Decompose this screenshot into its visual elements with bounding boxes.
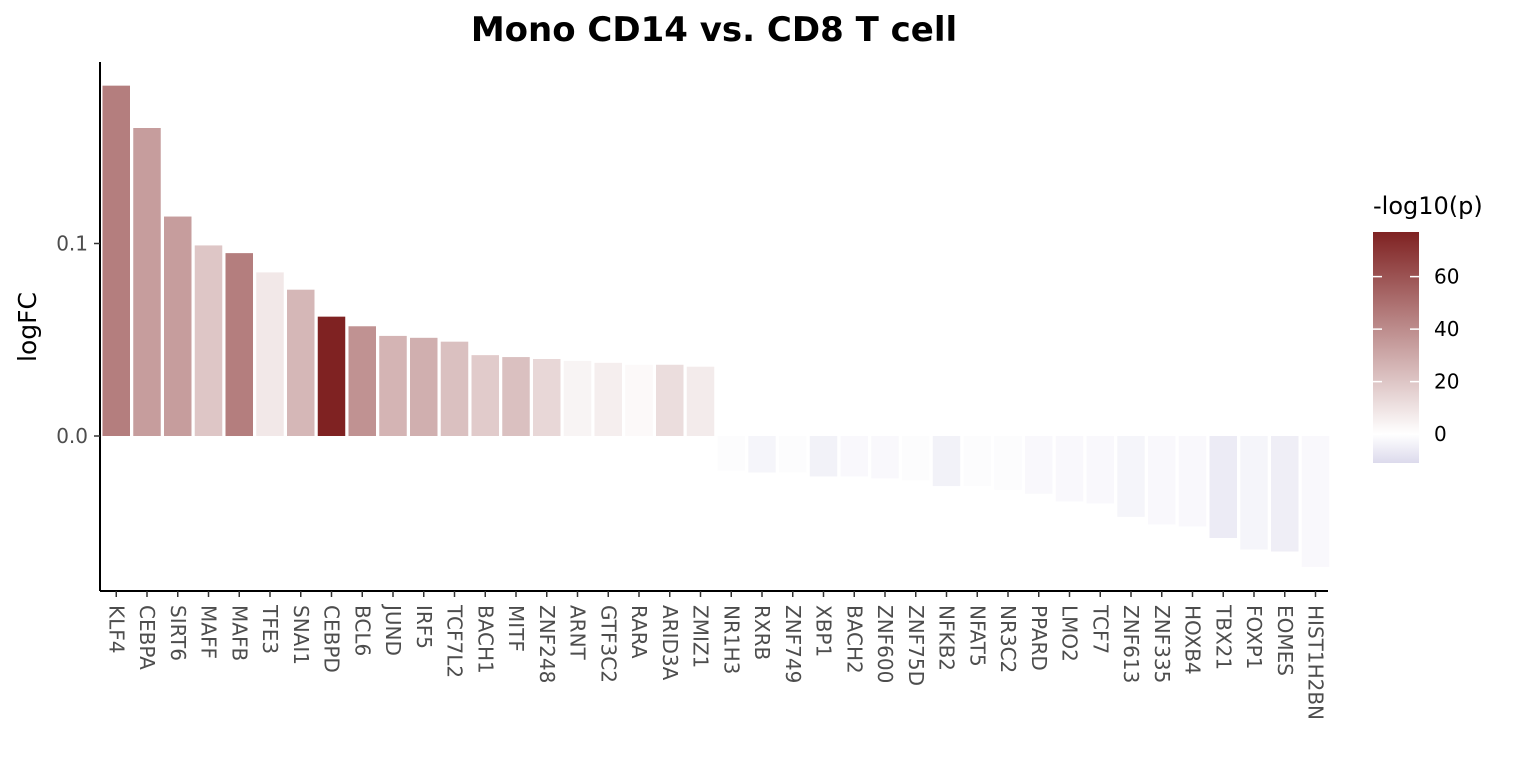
bar-xbp1 — [809, 436, 838, 477]
bar-znf749 — [779, 436, 807, 473]
x-tick-label: SIRT6 — [166, 605, 190, 661]
legend-tick-label: 60 — [1434, 265, 1459, 289]
bar-mafb — [225, 253, 253, 437]
color-legend: -log10(p) 0 20 40 60 — [1373, 192, 1483, 463]
bar-tcf7l2 — [440, 341, 469, 436]
legend-tick-label: 40 — [1434, 317, 1459, 341]
y-tick-label: 0.1 — [56, 232, 88, 256]
bar-irf5 — [410, 337, 438, 436]
x-tick-label: ZNF613 — [1119, 605, 1143, 683]
bar-arnt — [563, 360, 592, 436]
x-tick-label: HIST1H2BN — [1304, 605, 1328, 720]
bar-hist1h2bn — [1301, 436, 1330, 567]
bar-maff — [194, 245, 223, 436]
x-tick-label: ARID3A — [658, 605, 682, 681]
bar-bach2 — [840, 436, 868, 477]
bar-nr1h3 — [717, 436, 745, 471]
legend-tick-label: 0 — [1434, 422, 1447, 446]
legend-title: -log10(p) — [1373, 192, 1483, 220]
x-tick-label: XBP1 — [812, 605, 836, 657]
bar-ppard — [1025, 436, 1053, 494]
x-tick-label: HOXB4 — [1181, 605, 1205, 675]
x-tick-label: TCF7L2 — [443, 604, 467, 678]
x-tick-label: RARA — [627, 605, 651, 659]
y-axis: 0.0 0.1 — [56, 62, 101, 591]
x-tick-label: ZNF600 — [873, 605, 897, 683]
x-tick-label: NFKB2 — [935, 605, 959, 671]
x-tick-label: CEBPA — [135, 605, 159, 670]
x-tick-label: ZMIZ1 — [689, 605, 713, 668]
bar-snai1 — [287, 289, 315, 436]
bar-rxrb — [748, 436, 776, 473]
bar-eomes — [1271, 436, 1299, 552]
bar-foxp1 — [1240, 436, 1268, 550]
x-tick-label: BACH1 — [473, 605, 497, 674]
x-tick-label: TFE3 — [258, 604, 282, 654]
x-tick-label: FOXP1 — [1242, 605, 1266, 669]
bar-tfe3 — [256, 272, 284, 437]
x-tick-label: RXRB — [750, 605, 774, 660]
x-tick-label: EOMES — [1273, 605, 1297, 676]
x-tick-label: BCL6 — [350, 605, 374, 656]
x-tick-label: NR1H3 — [719, 605, 743, 674]
bar-mitf — [502, 357, 530, 436]
bars-layer — [102, 85, 1330, 567]
bar-nfkb2 — [932, 436, 961, 487]
x-tick-label: LMO2 — [1058, 605, 1082, 662]
bar-gtf3c2 — [594, 362, 622, 436]
bar-cebpa — [133, 128, 161, 436]
bar-tcf7 — [1086, 436, 1114, 504]
bar-cebpd — [317, 316, 346, 436]
legend-colorbar — [1373, 232, 1419, 463]
x-tick-label: MITF — [504, 605, 528, 652]
x-tick-label: IRF5 — [412, 605, 436, 649]
x-tick-label: BACH2 — [842, 605, 866, 674]
x-tick-label: SNAI1 — [289, 605, 313, 665]
x-tick-label: ARNT — [566, 605, 590, 661]
y-tick-label: 0.0 — [56, 424, 88, 448]
bar-tbx21 — [1209, 436, 1237, 539]
bar-nr3c2 — [994, 436, 1022, 490]
bar-bach1 — [471, 355, 499, 436]
bar-znf335 — [1148, 436, 1176, 525]
bar-lmo2 — [1055, 436, 1084, 502]
bar-znf600 — [871, 436, 899, 479]
bar-bcl6 — [348, 326, 376, 436]
x-tick-label: MAFB — [227, 605, 251, 661]
x-tick-label: ZNF749 — [781, 605, 805, 683]
x-tick-label: ZNF248 — [535, 605, 559, 683]
bar-sirt6 — [164, 216, 192, 436]
bar-klf4 — [102, 85, 130, 437]
bar-znf613 — [1117, 436, 1145, 517]
bar-arid3a — [656, 364, 684, 436]
x-tick-label: GTF3C2 — [596, 605, 620, 683]
chart-title: Mono CD14 vs. CD8 T cell — [471, 10, 957, 50]
x-tick-label: ZNF335 — [1150, 605, 1174, 683]
x-tick-label: MAFF — [197, 605, 221, 659]
bar-znf248 — [533, 359, 561, 436]
bar-nfat5 — [963, 436, 991, 487]
y-axis-title: logFC — [13, 292, 42, 362]
x-tick-label: NFAT5 — [965, 605, 989, 667]
x-tick-label: NR3C2 — [996, 605, 1020, 673]
bar-znf75d — [902, 436, 930, 481]
bar-rara — [625, 364, 653, 436]
legend-tick-label: 20 — [1434, 370, 1459, 394]
x-tick-label: KLF4 — [104, 605, 128, 654]
x-tick-label: ZNF75D — [904, 605, 928, 686]
x-axis: KLF4 CEBPA SIRT6 MAFF MAFB TFE3 SNAI1 CEBPD BCL6… — [100, 590, 1328, 720]
bar-zmiz1 — [686, 366, 715, 436]
bar-jund — [379, 335, 407, 436]
x-tick-label: TBX21 — [1211, 604, 1235, 670]
x-tick-label: CEBPD — [320, 605, 344, 673]
x-tick-label: JUND — [381, 603, 405, 656]
x-tick-label: TCF7 — [1088, 604, 1112, 654]
x-tick-label: PPARD — [1027, 605, 1051, 671]
bar-hoxb4 — [1178, 436, 1207, 527]
